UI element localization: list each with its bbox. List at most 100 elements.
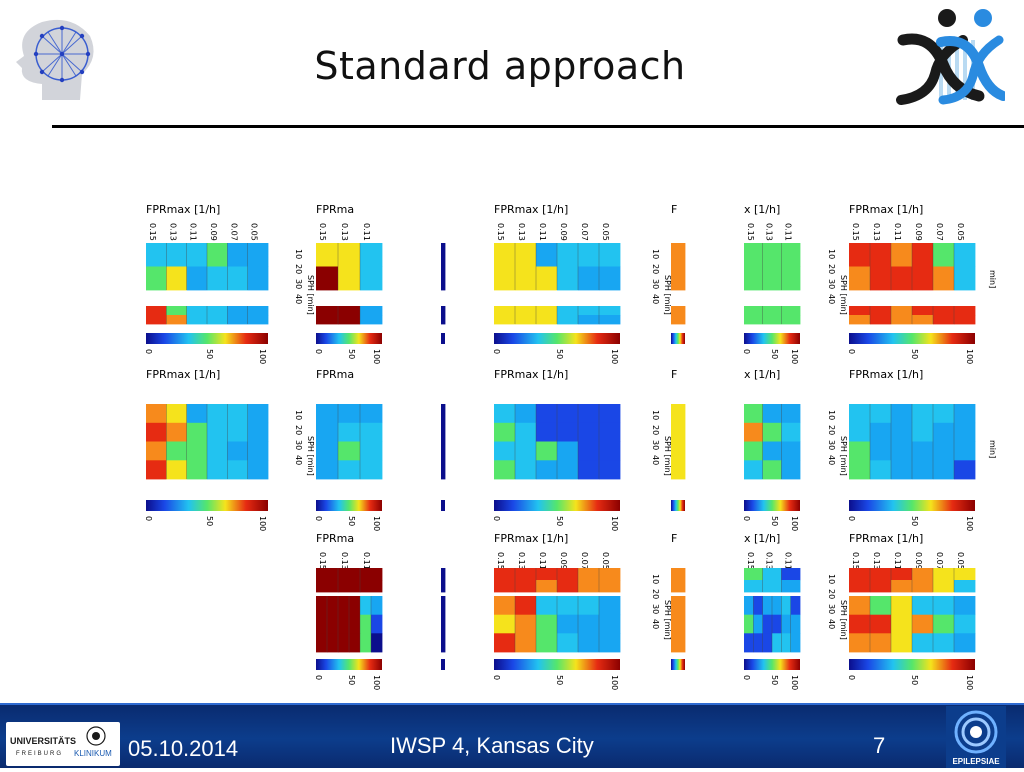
heatmap-cell — [578, 460, 600, 480]
heatmap-cell — [338, 266, 361, 291]
x-tick-label: 0.13 — [765, 223, 774, 241]
heatmap-cell — [494, 266, 516, 291]
heatmap-cell — [166, 422, 187, 442]
heatmap-cell — [781, 568, 801, 581]
heatmap-cell — [781, 315, 801, 325]
heatmap-cell — [515, 568, 537, 581]
heatmap-cell — [762, 404, 782, 424]
heatmap-cell — [360, 633, 372, 653]
heatmap-cell — [781, 441, 801, 461]
heatmap-cell — [227, 404, 248, 424]
heatmap-cell — [762, 580, 782, 593]
sph-axis-label: SPH [min] — [306, 275, 315, 315]
heatmap-cell — [671, 596, 686, 653]
colorbar-tick: 50 — [555, 675, 564, 685]
heatmap-cell — [781, 614, 791, 634]
heatmap-cell — [912, 404, 934, 424]
heatmap-cell — [338, 404, 361, 424]
heatmap-cell — [360, 614, 372, 634]
heatmap-cell — [912, 441, 934, 461]
heatmap-cell — [227, 243, 248, 267]
sph-tick: 30 — [827, 440, 836, 450]
colorbar — [744, 500, 800, 511]
x-tick-label: 0.11 — [783, 552, 792, 570]
heatmap-cell — [146, 404, 167, 424]
heatmap-cell — [671, 404, 686, 480]
panel-title: FPRmax [1/h] — [494, 532, 568, 545]
heatmap-cell — [781, 580, 801, 593]
panel-title: FPRmax [1/h] — [849, 368, 923, 381]
heatmap-cell — [933, 580, 955, 593]
heatmap-cell — [762, 441, 782, 461]
heatmap-cell — [578, 596, 600, 616]
heatmap-cell — [166, 404, 187, 424]
heatmap-cell — [891, 614, 913, 634]
heatmap-cell — [494, 614, 516, 634]
heatmap-cell — [849, 596, 871, 616]
sph-axis-label: SPH [min] — [663, 275, 672, 315]
heatmap-cell — [912, 266, 934, 291]
x-tick-label: 0.11 — [189, 223, 198, 241]
heatmap-cell — [515, 580, 537, 593]
heatmap-cell — [186, 404, 208, 424]
heatmap-cell — [207, 460, 228, 480]
colorbar — [494, 500, 620, 511]
heatmap-cell — [515, 243, 537, 267]
heatmap-cell — [849, 266, 871, 291]
heatmap-cell — [360, 422, 383, 442]
heatmap-cell — [753, 633, 763, 653]
heatmap-cell — [536, 614, 558, 634]
heatmap-cell — [599, 315, 621, 325]
heatmap-cell — [954, 568, 976, 581]
heatmap-cell — [954, 460, 976, 480]
heatmap-cell — [338, 306, 361, 316]
x-tick-label: 0.09 — [559, 223, 568, 241]
x-tick-label: 0.05 — [956, 552, 965, 570]
colorbar-tick: 0 — [314, 349, 323, 354]
colorbar-tick: 100 — [790, 349, 799, 364]
heatmap-cell — [338, 633, 350, 653]
heatmap-cell — [441, 596, 446, 653]
heatmap-cell — [790, 596, 801, 616]
seal-icon — [86, 726, 106, 746]
heatmap-cell — [578, 404, 600, 424]
colorbar-tick: 50 — [555, 516, 564, 526]
heatmap-cell — [762, 568, 782, 581]
heatmap-cell — [441, 568, 446, 593]
colorbar-tick: 0 — [742, 516, 751, 521]
heatmap-cell — [849, 580, 871, 593]
x-tick-label: 0.11 — [893, 552, 902, 570]
heatmap-cell — [360, 460, 383, 480]
heatmap-cell — [494, 580, 516, 593]
x-tick-label: 0.15 — [851, 552, 860, 570]
heatmap-cell — [515, 266, 537, 291]
heatmap-cell — [557, 460, 579, 480]
heatmap-cell — [536, 306, 558, 316]
heatmap-cell — [316, 580, 339, 593]
heatmap-cell — [360, 568, 383, 581]
heatmap-cell — [744, 422, 764, 442]
panel-title: FPRma — [316, 532, 354, 545]
heatmap-cell — [891, 422, 913, 442]
heatmap-cell — [849, 633, 871, 653]
heatmap-cell — [536, 633, 558, 653]
heatmap-cell — [578, 614, 600, 634]
heatmap-cell — [557, 441, 579, 461]
heatmap-cell — [578, 633, 600, 653]
sph-tick: 30 — [827, 279, 836, 289]
colorbar-tick: 100 — [610, 349, 619, 364]
x-tick-label: 0.07 — [229, 223, 238, 241]
sph-axis-label: SPH [min] — [663, 600, 672, 640]
sph-tick: 30 — [651, 604, 660, 614]
heatmap-cell — [891, 460, 913, 480]
heatmap-cell — [933, 568, 955, 581]
heatmap-cell — [790, 633, 801, 653]
heatmap-cell — [166, 441, 187, 461]
heatmap-cell — [316, 460, 339, 480]
heatmap-cell — [207, 422, 228, 442]
heatmap-cell — [870, 306, 892, 316]
sph-tick: 40 — [651, 619, 660, 629]
sph-tick: 10 — [827, 410, 836, 420]
heatmap-cell — [578, 422, 600, 442]
xx-logo — [893, 4, 1008, 108]
